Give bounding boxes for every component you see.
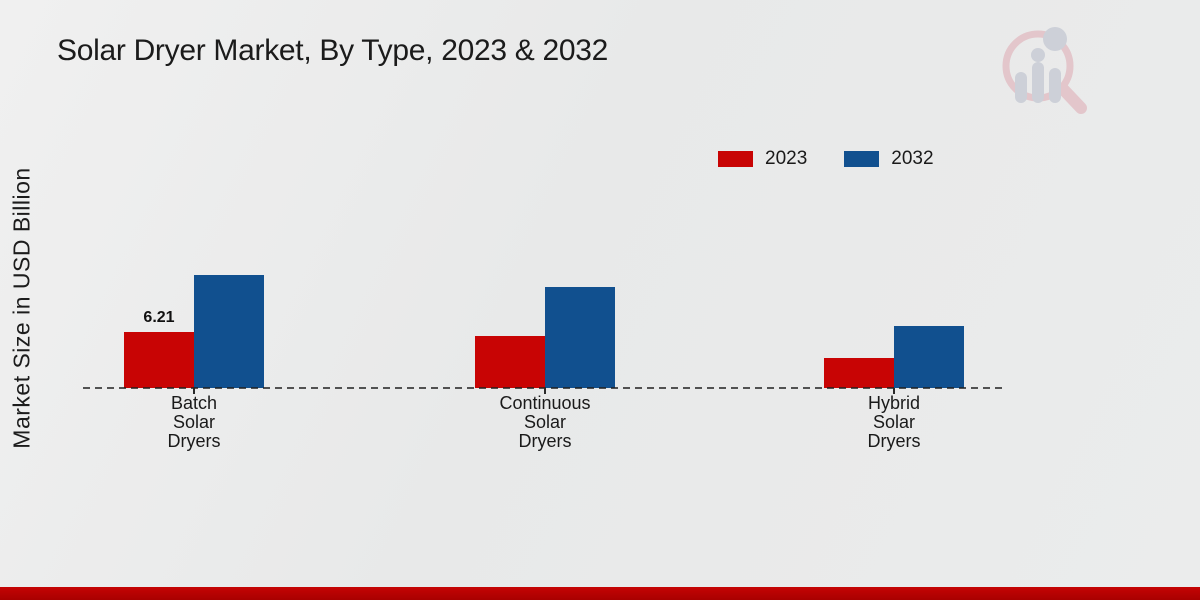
footer-accent-bar xyxy=(0,587,1200,600)
legend-item-2032: 2032 xyxy=(844,148,934,170)
legend-swatch-2023 xyxy=(718,151,753,167)
legend-item-2023: 2023 xyxy=(718,148,807,170)
category-label: Hybrid Solar Dryers xyxy=(867,393,921,451)
x-axis-tick xyxy=(893,388,895,394)
y-axis-label: Market Size in USD Billion xyxy=(8,167,35,449)
bar-2032-batch-solar-dryers xyxy=(194,275,264,388)
category-label: Continuous Solar Dryers xyxy=(499,393,591,451)
chart-title: Solar Dryer Market, By Type, 2023 & 2032 xyxy=(57,34,609,67)
magnifier-bar-chart-logo-icon xyxy=(1002,27,1087,114)
legend-label: 2023 xyxy=(765,148,808,169)
bar-2032-hybrid-solar-dryers xyxy=(894,326,964,388)
bar-2023-continuous-solar-dryers xyxy=(475,336,545,388)
category-label: Batch Solar Dryers xyxy=(167,393,221,451)
bar-2032-continuous-solar-dryers xyxy=(545,286,615,388)
bar-2023-batch-solar-dryers xyxy=(124,332,194,388)
legend-swatch-2032 xyxy=(844,151,880,167)
bar-value-label: 6.21 xyxy=(143,309,175,327)
legend-label: 2032 xyxy=(891,148,934,169)
x-axis-tick xyxy=(544,388,546,394)
bar-2023-hybrid-solar-dryers xyxy=(824,357,894,388)
legend: 2023 2032 xyxy=(718,148,934,170)
x-axis-tick xyxy=(193,388,195,394)
